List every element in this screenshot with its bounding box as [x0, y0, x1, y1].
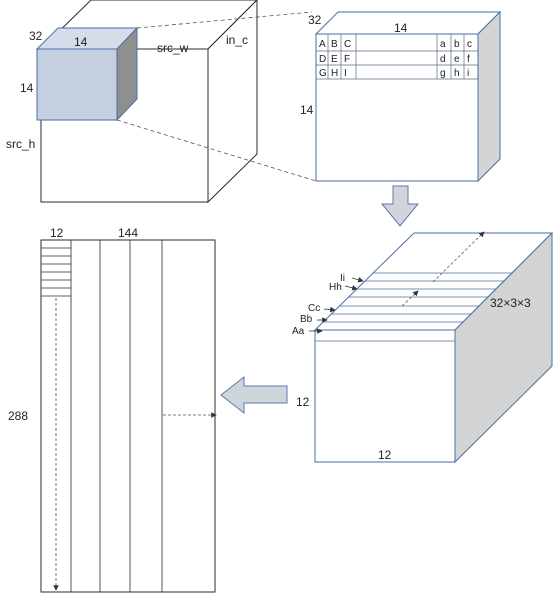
- patch-height-label: 14: [300, 103, 314, 117]
- input-height-label: src_h: [6, 137, 35, 151]
- patch-cell: f: [467, 54, 470, 65]
- input-patch-width-label: 14: [74, 35, 88, 49]
- output-matrix: 12 144 288: [8, 226, 217, 593]
- output-matrix-rows: [41, 247, 71, 297]
- slice-label: Aa: [292, 326, 305, 337]
- col-cube-slices: [323, 272, 513, 323]
- patch-cell: a: [440, 39, 446, 50]
- patch-cell: H: [331, 68, 338, 79]
- output-matrix-col-label: 12: [50, 226, 64, 240]
- patch-view: A B C a b c D E F d e f G H I g h i 32 1…: [300, 10, 502, 183]
- down-arrow-icon: [380, 185, 420, 227]
- patch-cell: h: [454, 68, 460, 79]
- output-matrix-columns: [70, 240, 163, 592]
- patch-cell: G: [319, 68, 327, 79]
- output-matrix-height-label: 288: [8, 409, 28, 423]
- input-cube: 32 14 14 src_w in_c src_h: [6, 0, 258, 204]
- col-cube-dashed-arrow: [401, 290, 419, 307]
- patch-cell: i: [467, 68, 469, 79]
- patch-cell: A: [319, 39, 326, 50]
- patch-cell: E: [331, 54, 338, 65]
- output-matrix-frame: [40, 239, 216, 593]
- input-patch: [35, 26, 139, 122]
- col-cube-front-face: [314, 329, 456, 463]
- slice-label: Ii: [340, 273, 345, 284]
- col-cube-height-label: 12: [296, 395, 310, 409]
- col-cube-width-label: 12: [378, 448, 392, 462]
- patch-cell: I: [344, 68, 347, 79]
- patch-cell: B: [331, 39, 338, 50]
- slice-label: Bb: [300, 314, 313, 325]
- patch-cell: c: [467, 39, 472, 50]
- input-patch-height-label: 14: [20, 81, 34, 95]
- patch-cells: A B C a b c D E F d e f G H I g h i: [319, 39, 472, 79]
- patch-width-label: 14: [394, 21, 408, 35]
- patch-grid: [316, 34, 478, 80]
- patch-cell: D: [319, 54, 326, 65]
- input-patch-depth-label: 32: [29, 29, 43, 43]
- output-matrix-width-label: 144: [118, 226, 138, 240]
- left-arrow-icon: [220, 375, 288, 415]
- projection-line-top: [136, 11, 313, 29]
- slice-pointers: [309, 277, 364, 334]
- patch-cell: F: [344, 54, 350, 65]
- patch-depth-label: 32: [308, 13, 322, 27]
- patch-cell: g: [440, 68, 446, 79]
- patch-view-right-face: [477, 10, 501, 183]
- col-cube: Ii Hh Cc Bb Aa 32×3×3 12 12: [292, 231, 553, 464]
- input-width-label: src_w: [157, 41, 189, 55]
- patch-cell: e: [454, 54, 460, 65]
- slice-label: Hh: [329, 282, 342, 293]
- input-patch-front: [36, 48, 118, 121]
- patch-cell: b: [454, 39, 460, 50]
- input-channels-label: in_c: [226, 33, 248, 47]
- patch-cell: d: [440, 54, 446, 65]
- col-cube-dashed-arrow: [432, 231, 485, 283]
- slice-label: Cc: [308, 303, 320, 314]
- patch-cell: C: [344, 39, 351, 50]
- patch-view-top-face: [314, 11, 502, 35]
- col-cube-depth-label: 32×3×3: [490, 296, 531, 310]
